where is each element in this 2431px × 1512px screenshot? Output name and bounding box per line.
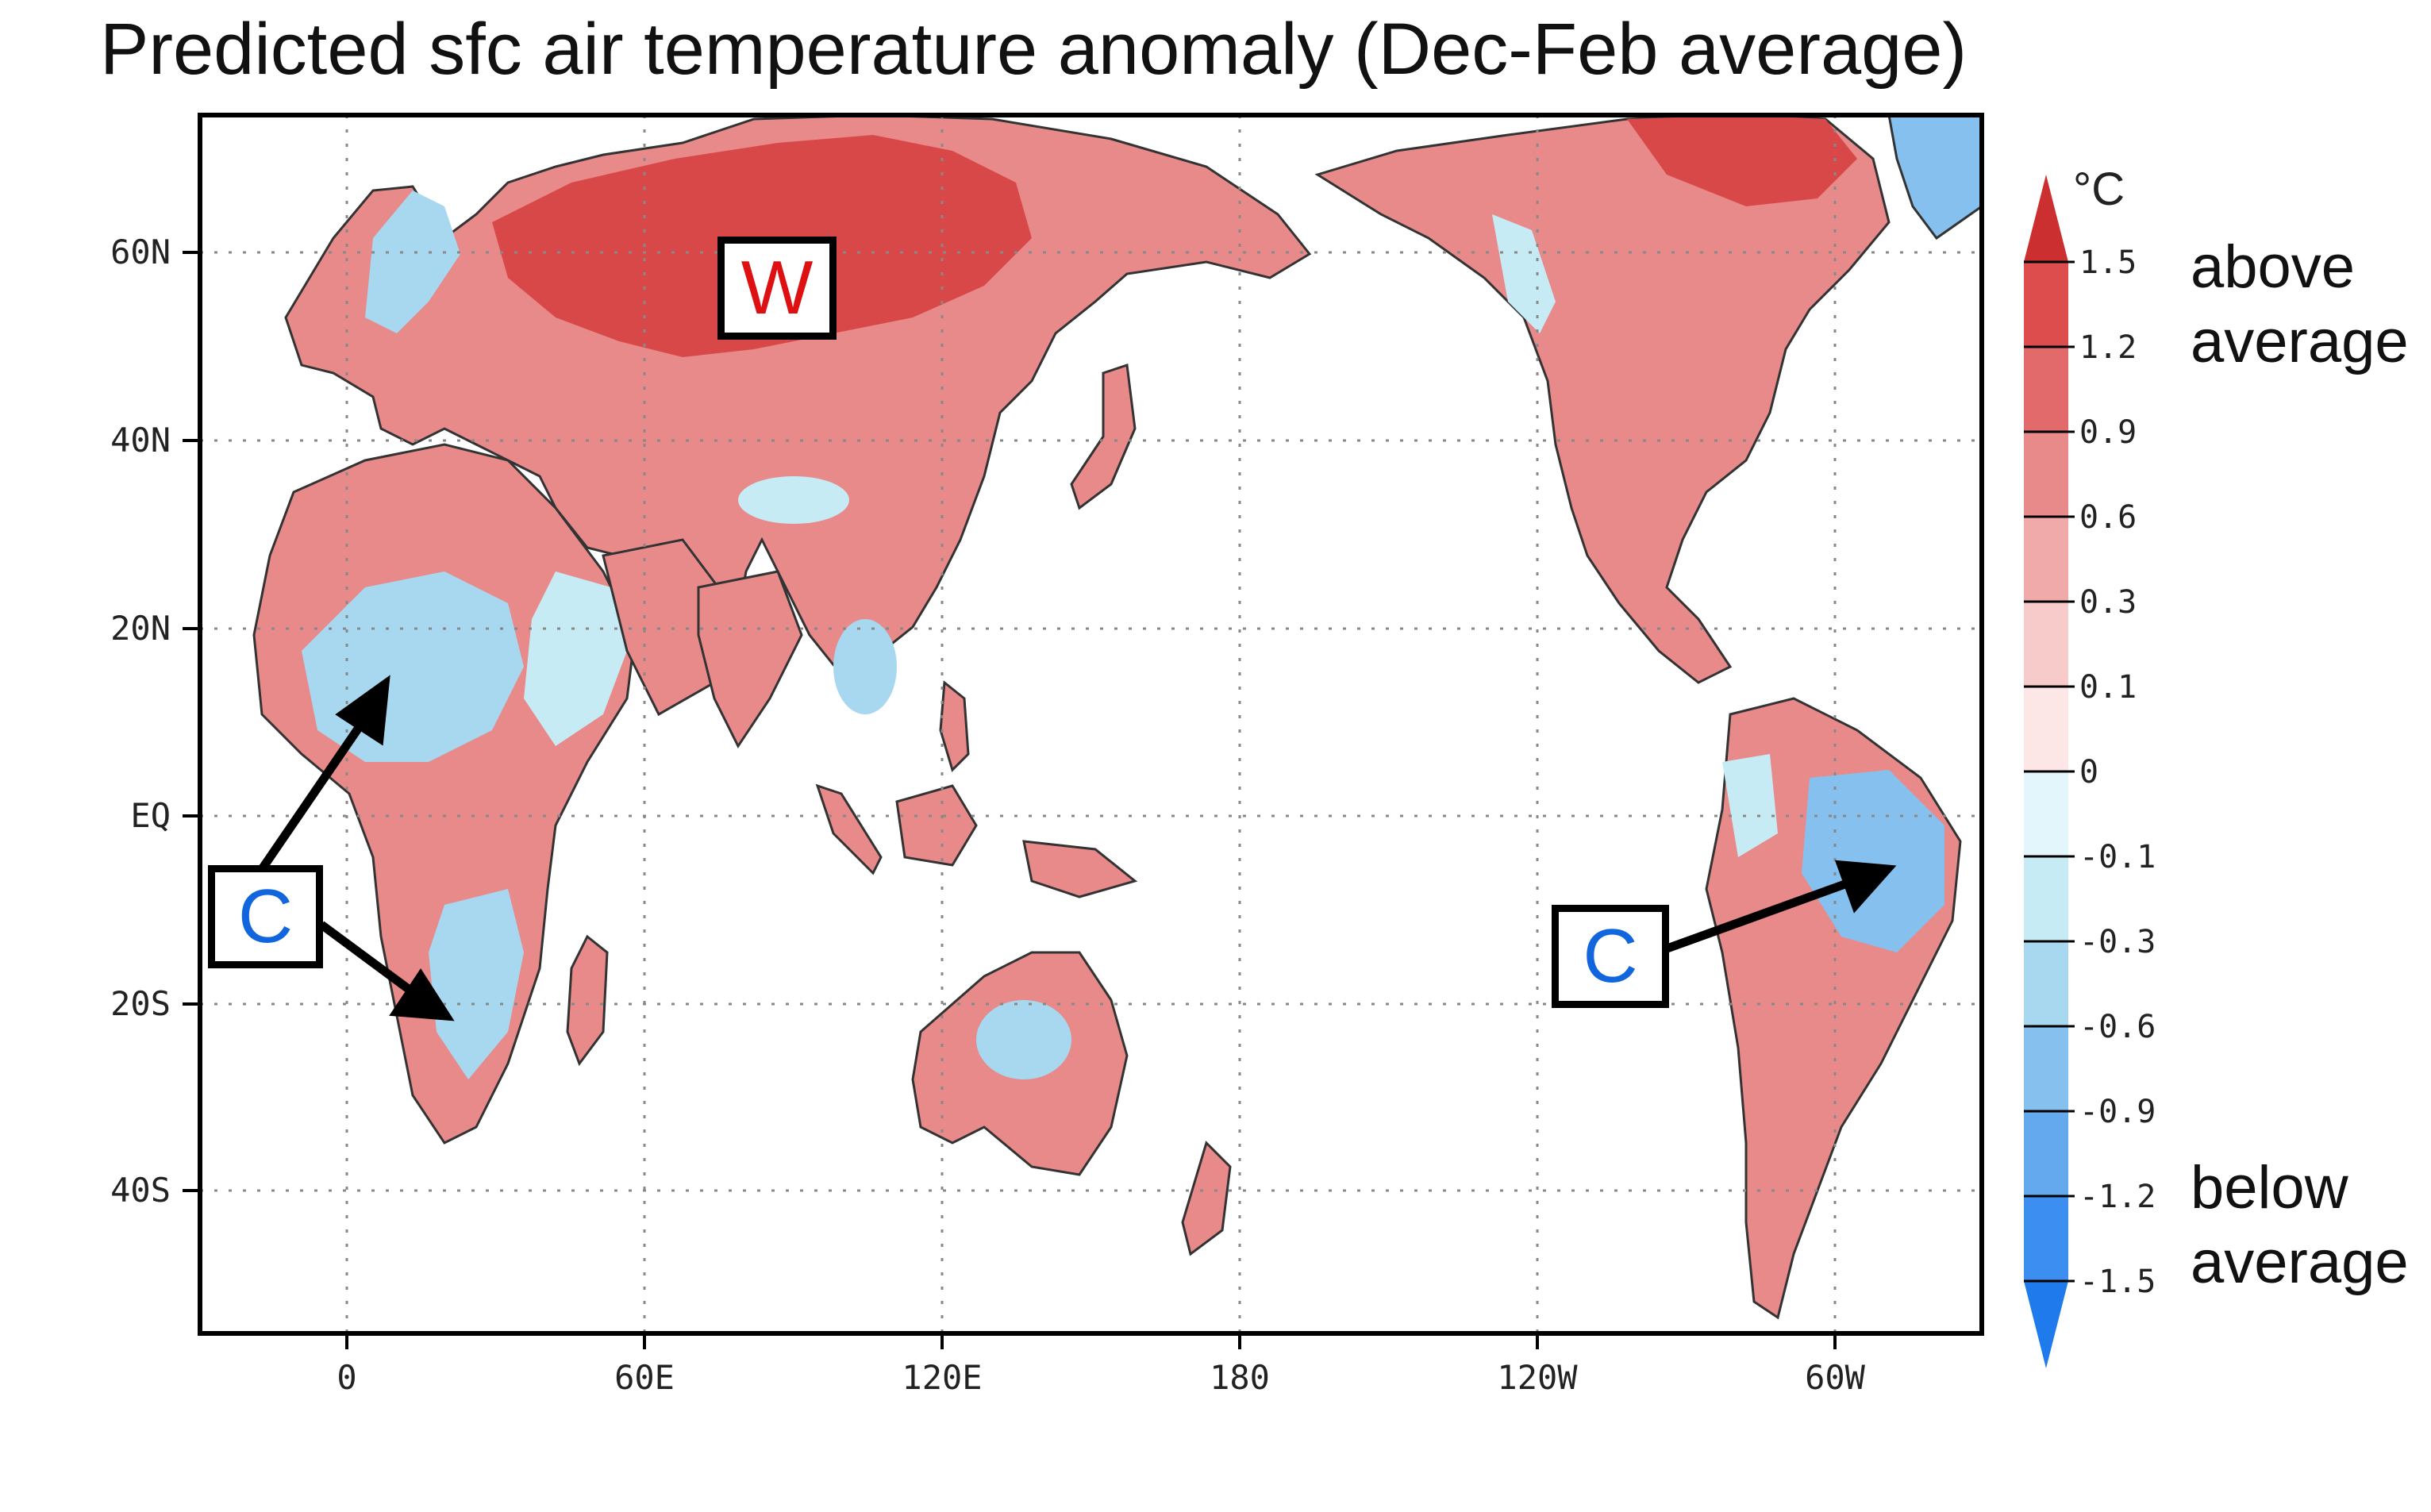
x-tick-label: 60E <box>614 1358 675 1397</box>
y-tick-label: 20S <box>110 984 171 1023</box>
below-word: below <box>2191 1154 2348 1222</box>
colorbar-level-label: -1.5 <box>2079 1264 2156 1300</box>
colorbar-level-label: 1.2 <box>2079 329 2137 366</box>
arrow-head <box>389 968 455 1021</box>
colorbar-segment <box>2024 941 2068 1026</box>
tick-marks <box>183 251 1837 1349</box>
colorbar-segment <box>2024 1026 2068 1111</box>
cold-annotation-box-africa: C <box>208 865 323 968</box>
colorbar-level-label: 0 <box>2079 754 2098 791</box>
colorbar-bottom-arrow <box>2024 1281 2068 1368</box>
x-tick-label: 120W <box>1497 1358 1578 1397</box>
tibet-cool <box>738 476 849 524</box>
philippines-land <box>939 680 970 772</box>
colorbar-level-label: -1.2 <box>2079 1179 2156 1215</box>
x-tick-label: 180 <box>1210 1358 1270 1397</box>
japan-land <box>1070 363 1137 510</box>
y-tick-label: 40N <box>110 421 171 460</box>
y-tick-label: EQ <box>130 796 171 835</box>
se-asia-cool <box>833 619 897 714</box>
brazil-cool <box>1802 770 1944 952</box>
y-axis-labels: 60N 40N 20N EQ 20S 40S <box>110 233 171 1210</box>
na-west-cool <box>1492 214 1556 333</box>
above-word: above <box>2191 233 2356 301</box>
warm-annotation-label: W <box>740 245 814 330</box>
colorbar-level-label: 1.5 <box>2079 244 2137 281</box>
y-tick-label: 60N <box>110 233 171 271</box>
colorbar: 1.5 1.2 0.9 0.6 0.3 0.1 0 -0.1 -0.3 -0.6 -0.9 -1.2 -… <box>2024 175 2156 1368</box>
y-tick-label: 20N <box>110 609 171 648</box>
colorbar-level-label: 0.3 <box>2079 584 2137 621</box>
below-average-label: below average <box>2191 1151 2409 1300</box>
arrow-head <box>1834 860 1897 914</box>
colorbar-level-label: -0.6 <box>2079 1009 2156 1045</box>
map-title: Predicted sfc air temperature anomaly (D… <box>100 9 1967 90</box>
madagascar-land <box>566 934 609 1067</box>
map-frame <box>198 113 1984 1336</box>
colorbar-segment <box>2024 687 2068 771</box>
x-tick-label: 120E <box>902 1358 982 1397</box>
na-north-warm <box>1627 115 1857 206</box>
colorbar-top-arrow <box>2024 175 2068 262</box>
average-word: average <box>2191 1229 2409 1296</box>
annotation-arrows <box>258 675 1897 1021</box>
colorbar-segment <box>2024 262 2068 347</box>
above-average-label: above average <box>2191 230 2409 379</box>
arrow-line <box>258 715 369 872</box>
x-axis-labels: 0 60E 120E 180 120W 60W <box>337 1358 1865 1397</box>
india-land <box>697 570 803 748</box>
new-zealand-land <box>1181 1141 1232 1256</box>
sumatra-land <box>815 783 883 875</box>
arrow-head <box>335 675 390 746</box>
colorbar-level-label: 0.1 <box>2079 669 2137 706</box>
gridlines <box>200 115 1982 1333</box>
scandinavia-cool <box>365 190 460 333</box>
cold-annotation-box-brazil: C <box>1552 905 1669 1008</box>
new-guinea-land <box>1022 840 1138 898</box>
colorbar-segment <box>2024 347 2068 432</box>
australia-cool <box>976 1000 1071 1079</box>
colorbar-segment <box>2024 1111 2068 1196</box>
land-masses <box>252 115 1982 1320</box>
colorbar-segment <box>2024 517 2068 602</box>
colorbar-level-label: 0.6 <box>2079 499 2137 536</box>
cold-annotation-label: C <box>1583 914 1638 998</box>
x-tick-label: 60W <box>1805 1358 1866 1397</box>
warm-annotation-box: W <box>717 237 837 340</box>
colorbar-level-label: 0.9 <box>2079 414 2137 451</box>
arrow-line <box>1661 878 1851 955</box>
colorbar-segment <box>2024 856 2068 941</box>
arrow-line <box>318 921 416 996</box>
colorbar-level-label: -0.3 <box>2079 924 2156 960</box>
colorbar-segment <box>2024 1196 2068 1281</box>
east-africa-cool <box>524 571 627 746</box>
y-tick-label: 40S <box>110 1171 171 1210</box>
greenland-cool <box>1887 115 1982 240</box>
colorbar-level-label: -0.1 <box>2079 839 2156 875</box>
colorbar-unit: °C <box>2073 164 2125 215</box>
sa-west-cool <box>1722 754 1778 857</box>
average-word: average <box>2191 308 2409 375</box>
colorbar-segment <box>2024 771 2068 856</box>
colorbar-segment <box>2024 432 2068 517</box>
colorbar-segment <box>2024 602 2068 687</box>
cold-annotation-label: C <box>237 874 294 959</box>
southern-africa-cool <box>429 889 524 1079</box>
x-tick-label: 0 <box>337 1358 356 1397</box>
colorbar-level-label: -0.9 <box>2079 1094 2156 1130</box>
